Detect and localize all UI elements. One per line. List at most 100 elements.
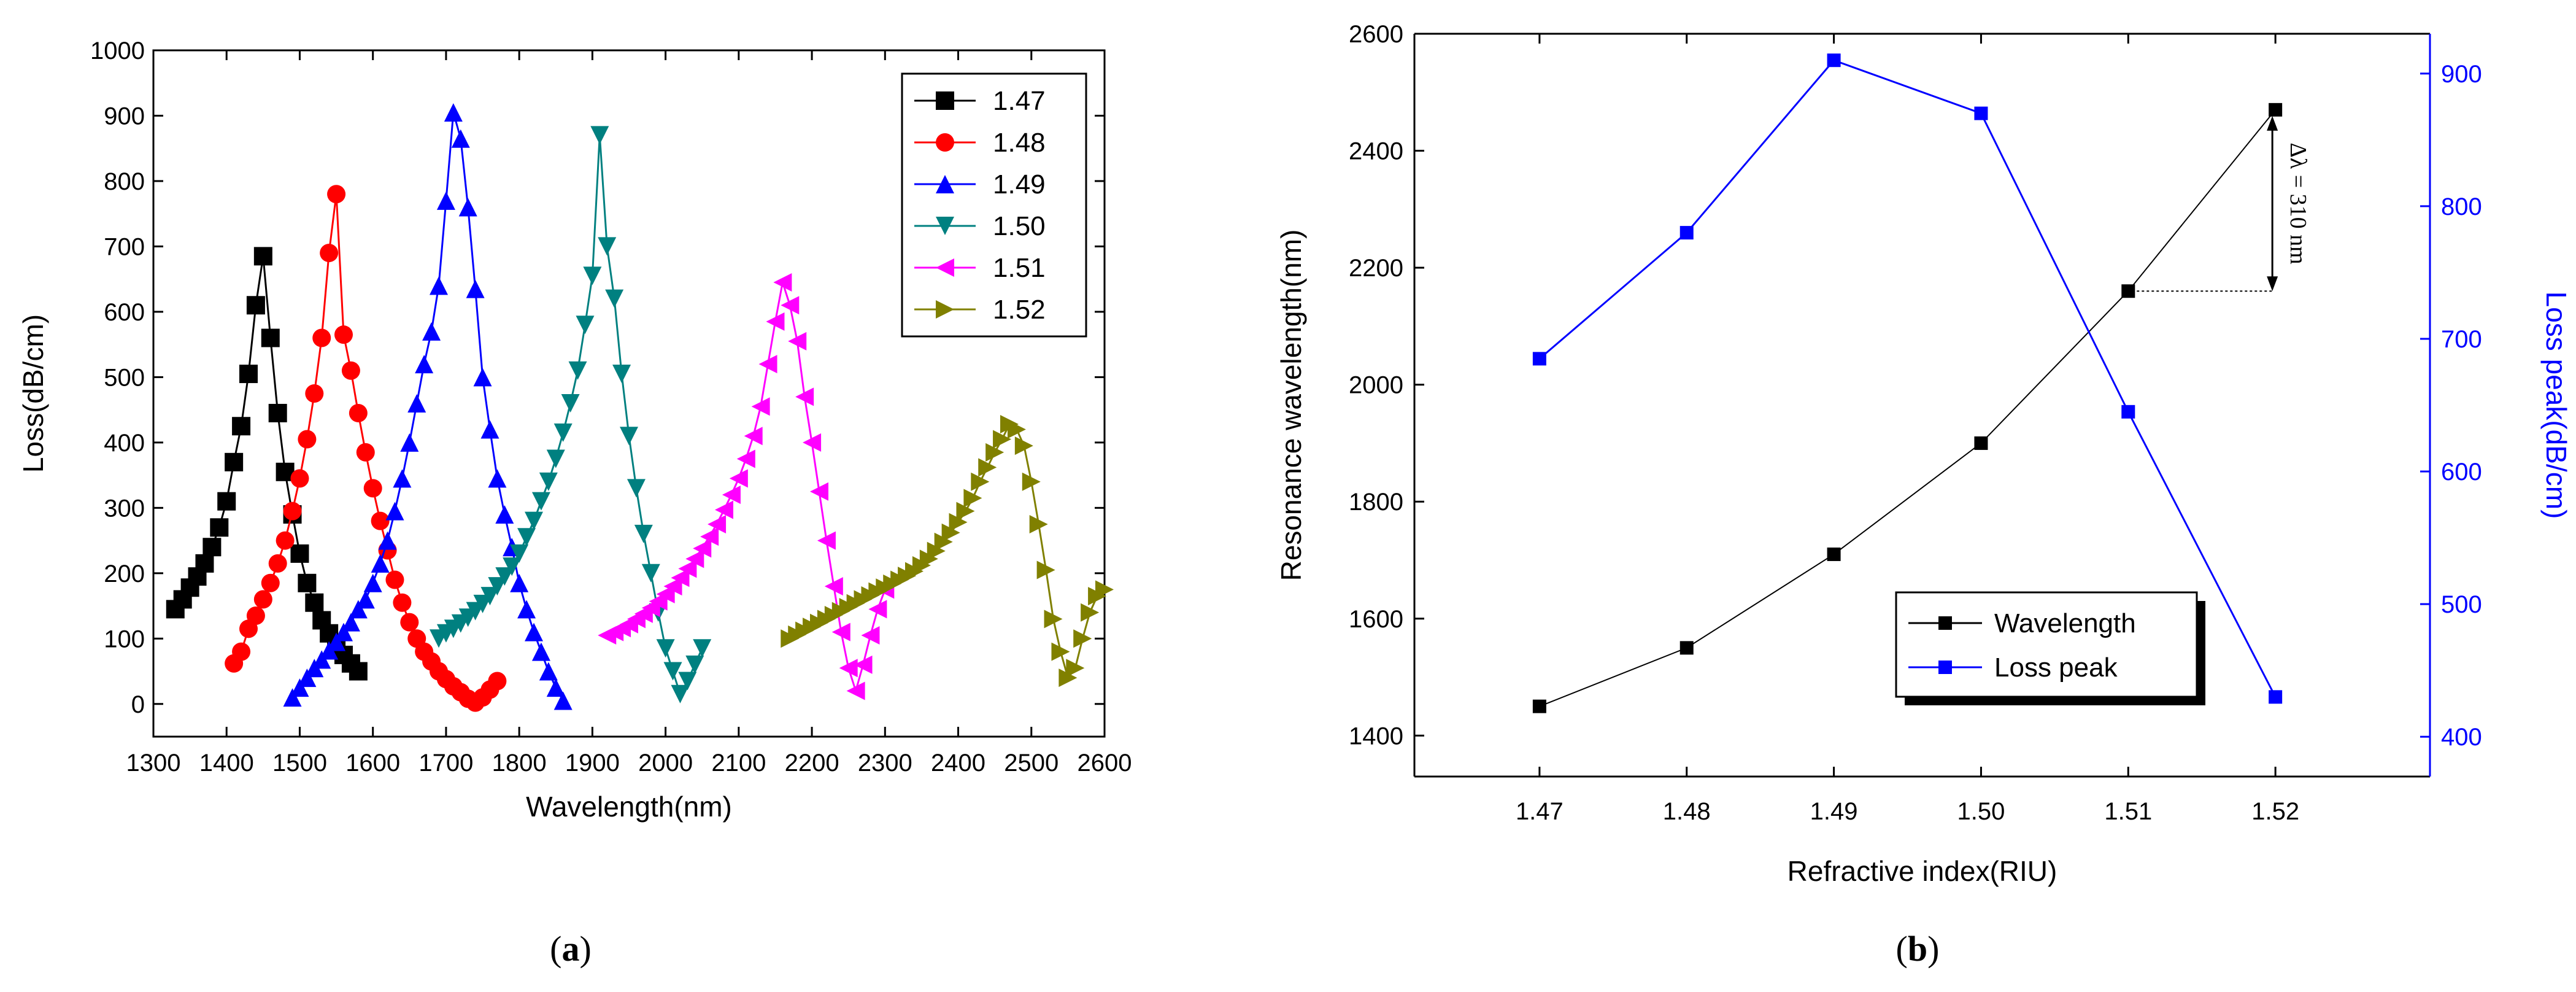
- data-point: [385, 570, 404, 589]
- data-point: [1974, 106, 1988, 120]
- x-tick-label: 1500: [272, 750, 327, 777]
- data-point: [766, 312, 785, 331]
- y-tick-label: 1000: [90, 37, 145, 64]
- data-point: [1679, 226, 1694, 240]
- data-point: [715, 500, 733, 519]
- legend-marker: [936, 133, 954, 152]
- data-point: [525, 511, 543, 530]
- data-point: [510, 573, 529, 592]
- data-point: [1059, 668, 1078, 688]
- data-point: [963, 489, 982, 508]
- data-point: [312, 328, 331, 347]
- legend-label: 1.48: [993, 128, 1046, 158]
- series-1.52: [781, 415, 1114, 688]
- y-right-tick-label: 800: [2441, 193, 2482, 220]
- series-line-1.52: [789, 422, 1105, 680]
- data-point: [634, 524, 653, 543]
- data-point: [261, 328, 280, 347]
- data-point: [217, 492, 236, 511]
- data-point: [371, 511, 390, 530]
- data-point: [788, 331, 807, 351]
- data-point: [349, 662, 368, 681]
- data-point: [1029, 514, 1048, 533]
- series-line-wavelength: [1539, 109, 2276, 707]
- x-tick-label: 1400: [199, 750, 254, 777]
- data-point: [268, 554, 287, 573]
- annotation-arrow-head-down: [2267, 276, 2278, 292]
- x-tick-label: 1.50: [1957, 798, 2005, 825]
- data-point: [363, 573, 382, 592]
- y-tick-label: 2400: [1349, 138, 1403, 165]
- data-point: [327, 185, 346, 204]
- data-point: [378, 531, 397, 550]
- y-right-tick-label: 900: [2441, 61, 2482, 88]
- x-tick-label: 1700: [418, 750, 473, 777]
- legend-label: 1.49: [993, 169, 1046, 200]
- data-point: [371, 554, 390, 573]
- y-tick-label: 200: [104, 560, 145, 587]
- data-point: [1007, 420, 1026, 439]
- series-wavelength: [1532, 103, 2283, 713]
- data-point: [517, 528, 536, 547]
- legend-label: 1.50: [993, 211, 1046, 241]
- data-point: [620, 427, 638, 446]
- data-point: [758, 355, 777, 374]
- annotation-text: Δλ = 310 nm: [2285, 142, 2311, 264]
- data-point: [290, 469, 309, 488]
- data-point: [663, 577, 682, 596]
- data-point: [466, 279, 485, 298]
- y-tick-label: 2000: [1349, 372, 1403, 399]
- data-point: [525, 622, 543, 641]
- data-point: [795, 387, 814, 406]
- data-point: [1022, 472, 1041, 491]
- data-point: [531, 642, 550, 661]
- data-point: [225, 452, 244, 471]
- data-point: [1095, 580, 1114, 599]
- x-tick-label: 1.49: [1810, 798, 1858, 825]
- data-point: [1066, 659, 1085, 678]
- data-point: [539, 662, 558, 681]
- x-tick-label: 1.47: [1516, 798, 1564, 825]
- series-1.51: [598, 273, 895, 700]
- data-point: [349, 403, 368, 422]
- data-point: [671, 684, 690, 703]
- data-point: [195, 554, 214, 573]
- data-point: [1679, 641, 1694, 655]
- data-point: [927, 541, 946, 560]
- legend-marker: [936, 91, 954, 110]
- data-point: [744, 427, 763, 446]
- data-point: [803, 433, 822, 452]
- x-tick-label: 1800: [492, 750, 547, 777]
- y-tick-label: 300: [104, 495, 145, 522]
- data-point: [678, 559, 697, 578]
- x-tick-label: 1900: [565, 750, 620, 777]
- data-point: [253, 247, 272, 266]
- data-point: [627, 479, 646, 498]
- data-point: [290, 544, 309, 563]
- data-point: [839, 659, 858, 678]
- y-tick-label: 900: [104, 103, 145, 130]
- data-point: [1532, 352, 1546, 366]
- data-point: [458, 198, 477, 217]
- y-right-tick-label: 700: [2441, 326, 2482, 353]
- data-point: [356, 443, 375, 462]
- data-point: [539, 472, 558, 491]
- legend-marker: [936, 258, 954, 277]
- data-point: [276, 531, 295, 550]
- y-right-tick-label: 400: [2441, 724, 2482, 751]
- data-point: [1827, 53, 1841, 68]
- data-point: [831, 622, 850, 641]
- series-line-loss-peak: [1538, 59, 2277, 698]
- data-point: [488, 672, 507, 691]
- data-point: [488, 577, 507, 596]
- data-point: [1081, 603, 1100, 622]
- data-point: [488, 469, 507, 488]
- data-point: [283, 688, 302, 707]
- x-tick-label: 2200: [785, 750, 839, 777]
- legend-label: 1.51: [993, 253, 1046, 283]
- data-point: [2269, 690, 2283, 704]
- data-point: [320, 244, 339, 263]
- x-axis-label: Refractive index(RIU): [1787, 855, 2057, 887]
- data-point: [605, 289, 624, 308]
- y-axis-label: Loss(dB/cm): [17, 314, 49, 473]
